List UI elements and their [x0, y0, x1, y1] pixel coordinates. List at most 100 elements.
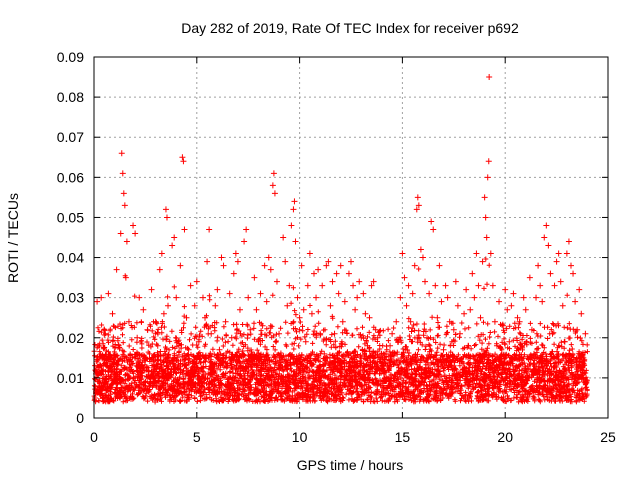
data-point: [208, 330, 215, 337]
data-point: [345, 270, 352, 277]
data-point: [473, 250, 480, 257]
data-point: [496, 298, 503, 305]
data-point: [444, 294, 451, 301]
x-tick-label: 20: [497, 429, 513, 445]
data-point: [236, 306, 243, 313]
data-point: [185, 346, 192, 353]
data-point: [210, 366, 217, 373]
data-point: [491, 318, 498, 325]
data-points: [92, 74, 590, 401]
data-point: [109, 310, 116, 317]
y-tick-label: 0.07: [57, 129, 84, 145]
data-point: [339, 318, 346, 325]
data-point: [446, 318, 453, 325]
data-point: [111, 366, 118, 373]
data-point: [489, 282, 496, 289]
data-point: [247, 326, 254, 333]
data-point: [364, 342, 371, 349]
data-point: [424, 334, 431, 341]
data-point: [393, 318, 400, 325]
data-point: [481, 194, 488, 201]
data-point: [319, 282, 326, 289]
y-tick-label: 0.03: [57, 290, 84, 306]
data-point: [171, 234, 178, 241]
data-point: [249, 358, 256, 365]
data-point: [117, 230, 124, 237]
y-tick-label: 0.09: [57, 49, 84, 65]
data-point: [323, 262, 330, 269]
data-point: [475, 282, 482, 289]
data-point: [173, 294, 180, 301]
data-point: [430, 226, 437, 233]
data-point: [160, 310, 167, 317]
data-point: [103, 378, 110, 385]
data-point: [399, 250, 406, 257]
data-point: [202, 314, 209, 321]
y-tick-label: 0.01: [57, 370, 84, 386]
data-point: [477, 314, 484, 321]
data-point: [177, 262, 184, 269]
data-point: [228, 334, 235, 341]
data-point: [471, 294, 478, 301]
data-point: [469, 270, 476, 277]
data-point: [97, 382, 104, 389]
data-point: [428, 218, 435, 225]
data-point: [115, 342, 122, 349]
data-point: [302, 338, 309, 345]
data-point: [506, 338, 513, 345]
data-point: [313, 294, 320, 301]
data-point: [337, 262, 344, 269]
data-point: [132, 230, 139, 237]
data-point: [118, 150, 125, 157]
data-point: [296, 314, 303, 321]
x-axis-title: GPS time / hours: [297, 457, 404, 473]
y-tick-label: 0.02: [57, 330, 84, 346]
data-point: [199, 294, 206, 301]
data-point: [360, 290, 367, 297]
data-point: [121, 202, 128, 209]
data-point: [417, 246, 424, 253]
data-point: [101, 326, 108, 333]
data-point: [565, 238, 572, 245]
data-point: [128, 358, 135, 365]
data-point: [516, 318, 523, 325]
data-point: [239, 350, 246, 357]
data-point: [282, 258, 289, 265]
data-point: [448, 362, 455, 369]
data-point: [570, 270, 577, 277]
data-point: [467, 306, 474, 313]
data-point: [459, 358, 466, 365]
data-point: [92, 394, 99, 401]
x-tick-labels: 0 5 10 15 20 25: [90, 429, 616, 445]
y-tick-label: 0: [76, 410, 84, 426]
data-point: [465, 342, 472, 349]
data-point: [315, 266, 322, 273]
data-point: [374, 358, 381, 365]
data-point: [122, 274, 129, 281]
data-point: [514, 314, 521, 321]
data-point: [284, 302, 291, 309]
data-point: [526, 274, 533, 281]
data-point: [405, 282, 412, 289]
data-point: [288, 222, 295, 229]
data-point: [165, 302, 172, 309]
data-point: [180, 158, 187, 165]
data-point: [251, 274, 258, 281]
data-point: [119, 170, 126, 177]
data-point: [206, 226, 213, 233]
data-point: [317, 330, 324, 337]
data-point: [434, 314, 441, 321]
data-point: [253, 306, 260, 313]
data-point: [463, 286, 470, 293]
data-point: [130, 222, 137, 229]
data-point: [461, 310, 468, 317]
data-point: [426, 290, 433, 297]
data-point: [136, 294, 143, 301]
data-point: [549, 330, 556, 337]
data-point: [241, 238, 248, 245]
data-point: [138, 362, 145, 369]
data-point: [158, 250, 165, 257]
data-point: [561, 338, 568, 345]
data-point: [454, 302, 461, 309]
y-tick-label: 0.08: [57, 89, 84, 105]
